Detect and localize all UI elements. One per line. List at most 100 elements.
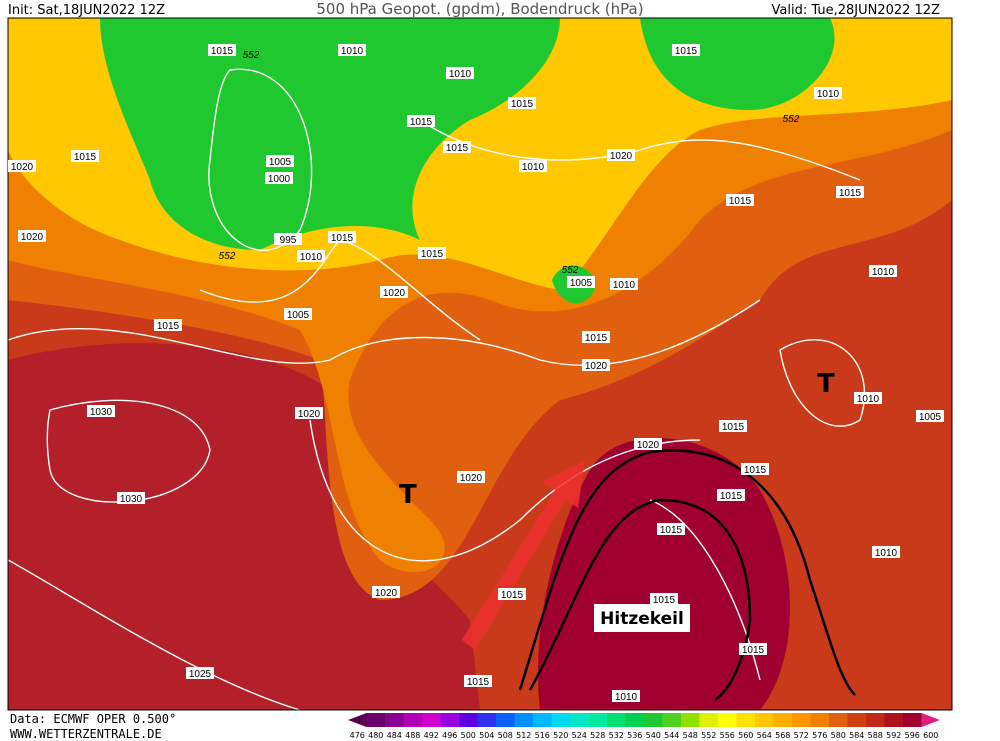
scale-swatch — [755, 713, 774, 727]
scale-swatch — [477, 713, 496, 727]
scale-swatch — [699, 713, 718, 727]
scale-swatch — [366, 713, 385, 727]
isobar-label-box — [8, 160, 36, 172]
scale-label: 596 — [905, 731, 920, 740]
isobar-label-box — [418, 247, 446, 259]
isobar-label: 1020 — [11, 162, 34, 173]
isobar-label-box — [567, 276, 595, 288]
isobar-label: 1010 — [857, 394, 880, 405]
isobar-label: 1025 — [189, 669, 212, 680]
isobar-label: 1010 — [449, 69, 472, 80]
isobar-label-box — [186, 667, 214, 679]
isobar-label-box — [446, 67, 474, 79]
isobar-label: 1015 — [722, 422, 745, 433]
isobar-label-box — [582, 359, 610, 371]
scale-swatch — [773, 713, 792, 727]
isobar-label-box — [508, 97, 536, 109]
isobar-label-box — [208, 44, 236, 56]
isobar-label-box — [726, 194, 754, 206]
init-time: Init: Sat,18JUN2022 12Z — [8, 3, 165, 18]
scale-label: 572 — [794, 731, 809, 740]
isobar-label-box — [741, 463, 769, 475]
scale-swatch — [551, 713, 570, 727]
isobar-label: 1015 — [742, 645, 765, 656]
isobar-label: 1020 — [298, 409, 321, 420]
isobar-label: 1015 — [675, 46, 698, 57]
isobar-label-box — [872, 546, 900, 558]
isobar-label: 1015 — [157, 321, 180, 332]
scale-swatch — [681, 713, 700, 727]
scale-label: 532 — [609, 731, 624, 740]
scale-swatch — [607, 713, 626, 727]
isobar-label: 1030 — [90, 407, 113, 418]
scale-label: 568 — [775, 731, 790, 740]
scale-label: 600 — [923, 731, 938, 740]
isobar-label: 995 — [280, 235, 297, 246]
scale-label: 504 — [479, 731, 494, 740]
green-field — [100, 18, 560, 250]
isobar-label: 1015 — [729, 196, 752, 207]
isobar-label-box — [739, 643, 767, 655]
isobar-label: 1010 — [875, 548, 898, 559]
isobar-label-box — [607, 149, 635, 161]
isobar-label-box — [854, 392, 882, 404]
isobar-label-box — [18, 230, 46, 242]
isobar-label: 1020 — [610, 151, 633, 162]
scale-label: 508 — [498, 731, 513, 740]
isobar-label-box — [634, 438, 662, 450]
scale-swatch — [625, 713, 644, 727]
isobar-label-box — [154, 319, 182, 331]
low-marker: T — [817, 369, 835, 399]
isobar-label: 1020 — [383, 288, 406, 299]
isobar-label-box — [519, 160, 547, 172]
isobar-label: 1010 — [613, 280, 636, 291]
isobar-label-box — [916, 410, 944, 422]
isobar-label-box — [869, 265, 897, 277]
isobar-label: 1015 — [467, 677, 490, 688]
heat-arrow — [462, 460, 585, 650]
scale-label: 592 — [886, 731, 901, 740]
scale-swatch — [903, 713, 922, 727]
scale-label: 544 — [664, 731, 679, 740]
isobar-label: 1020 — [375, 588, 398, 599]
scale-swatch — [440, 713, 459, 727]
scale-label: 492 — [424, 731, 439, 740]
geopotential-label: 552 — [783, 114, 800, 125]
isobar-label-box — [71, 150, 99, 162]
isobar-label: 1015 — [74, 152, 97, 163]
geopotential-label: 552 — [219, 251, 236, 262]
scale-label: 556 — [720, 731, 735, 740]
scale-label: 488 — [405, 731, 420, 740]
scale-label: 552 — [701, 731, 716, 740]
isobar-label-box — [274, 233, 302, 245]
scale-label: 548 — [683, 731, 698, 740]
scale-label: 564 — [757, 731, 772, 740]
scale-label: 560 — [738, 731, 753, 740]
valid-time: Valid: Tue,28JUN2022 12Z — [772, 3, 941, 18]
isobar-label: 1005 — [269, 157, 292, 168]
isobar-label-box — [657, 523, 685, 535]
isobar-label-box — [719, 420, 747, 432]
isobar-label-box — [610, 278, 638, 290]
isobar-label-box — [582, 331, 610, 343]
isobar-label-box — [672, 44, 700, 56]
isobar-label: 1015 — [585, 333, 608, 344]
scale-swatch — [514, 713, 533, 727]
scale-label: 512 — [516, 731, 531, 740]
scale-label: 528 — [590, 731, 605, 740]
scale-label: 500 — [461, 731, 476, 740]
scale-label: 536 — [627, 731, 642, 740]
heat-core — [538, 437, 790, 710]
isobar-label: 1015 — [744, 465, 767, 476]
green-field — [640, 18, 835, 110]
isobar-label-box — [117, 492, 145, 504]
isobar-label: 1005 — [287, 310, 310, 321]
scale-label: 480 — [368, 731, 383, 740]
scale-swatch — [718, 713, 737, 727]
isobar-label-box — [328, 231, 356, 243]
low-marker: T — [399, 480, 417, 510]
scale-label: 484 — [387, 731, 402, 740]
isobar-label: 1015 — [410, 117, 433, 128]
scale-swatch — [570, 713, 589, 727]
